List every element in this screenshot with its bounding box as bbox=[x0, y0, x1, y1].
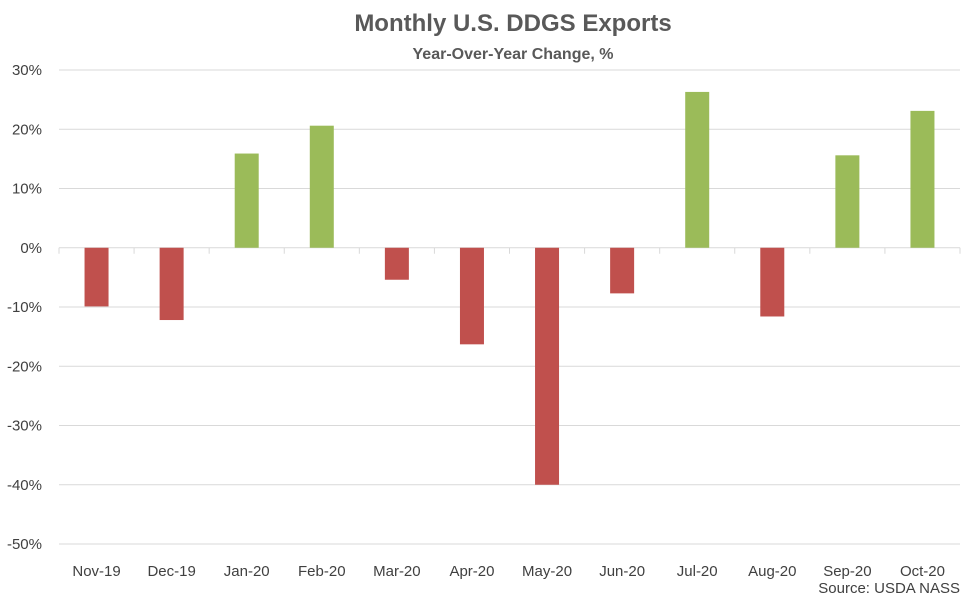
x-tick-label: Mar-20 bbox=[373, 563, 421, 580]
y-tick-label: 0% bbox=[20, 240, 42, 257]
bar-may-20 bbox=[535, 247, 560, 485]
x-tick-label: Aug-20 bbox=[748, 563, 796, 580]
x-tick-label: May-20 bbox=[522, 563, 572, 580]
bar-oct-20 bbox=[910, 110, 935, 248]
y-tick-label: -10% bbox=[7, 299, 42, 316]
bar-mar-20 bbox=[384, 247, 409, 280]
x-tick-label: Jan-20 bbox=[224, 563, 270, 580]
bar-apr-20 bbox=[459, 247, 484, 345]
x-tick-label: Jun-20 bbox=[599, 563, 645, 580]
bar-feb-20 bbox=[309, 125, 334, 248]
bar-jul-20 bbox=[685, 91, 710, 248]
x-tick-label: Sep-20 bbox=[823, 563, 871, 580]
x-axis-labels: Nov-19 Dec-19 Jan-20 Feb-20 Mar-20 Apr-20 May-… bbox=[72, 563, 945, 580]
bars bbox=[84, 91, 935, 485]
y-tick-label: 10% bbox=[12, 181, 42, 198]
x-tick-label: Feb-20 bbox=[298, 563, 346, 580]
x-tick-label: Nov-19 bbox=[72, 563, 120, 580]
x-tick-label: Jul-20 bbox=[677, 563, 718, 580]
chart-title: Monthly U.S. DDGS Exports bbox=[354, 10, 671, 37]
source-note: Source: USDA NASS bbox=[818, 580, 960, 597]
bar-aug-20 bbox=[760, 247, 785, 317]
x-tick-label: Oct-20 bbox=[900, 563, 945, 580]
x-tick-label: Apr-20 bbox=[449, 563, 494, 580]
y-tick-label: -50% bbox=[7, 536, 42, 553]
y-tick-label: -20% bbox=[7, 358, 42, 375]
bar-jun-20 bbox=[610, 247, 635, 294]
y-tick-label: 30% bbox=[12, 62, 42, 79]
y-tick-label: -40% bbox=[7, 477, 42, 494]
y-tick-label: -30% bbox=[7, 418, 42, 435]
gridlines bbox=[58, 69, 961, 545]
bar-dec-19 bbox=[159, 247, 184, 321]
y-tick-label: 20% bbox=[12, 121, 42, 138]
bar-jan-20 bbox=[234, 153, 259, 248]
bar-nov-19 bbox=[84, 247, 109, 307]
bar-sep-20 bbox=[835, 155, 860, 248]
chart-subtitle: Year-Over-Year Change, % bbox=[413, 46, 614, 63]
y-axis-labels: 30% 20% 10% 0% -10% -20% -30% -40% -50% bbox=[7, 62, 42, 553]
x-tick-label: Dec-19 bbox=[147, 563, 195, 580]
